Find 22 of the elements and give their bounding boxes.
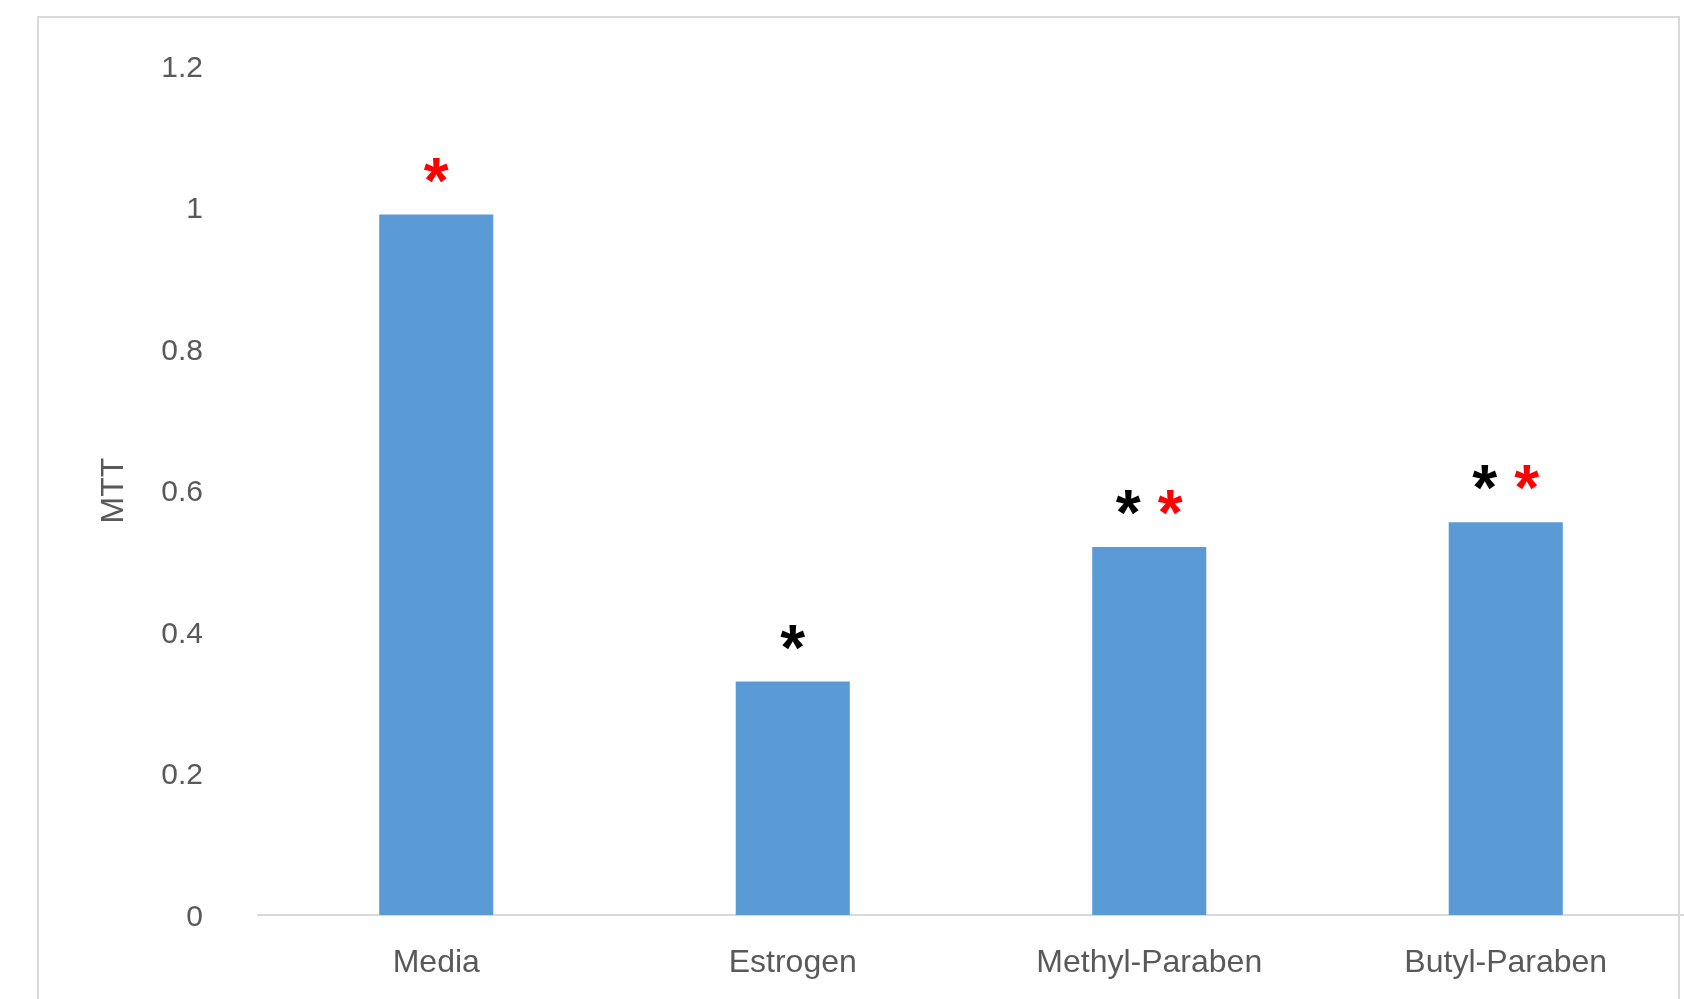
y-tick-label: 1 bbox=[186, 191, 203, 224]
x-tick-label: Media bbox=[392, 943, 481, 979]
x-tick-label: Estrogen bbox=[728, 943, 857, 979]
bar bbox=[735, 681, 850, 915]
annotation: * bbox=[780, 611, 806, 684]
x-tick-label: Butyl-Paraben bbox=[1404, 943, 1608, 979]
annotation: * bbox=[1514, 452, 1540, 525]
annotation: * bbox=[1115, 477, 1141, 550]
x-tick-label: Methyl-Paraben bbox=[1036, 943, 1263, 979]
annotation: * bbox=[1157, 477, 1183, 550]
y-tick-label: 1.2 bbox=[161, 49, 203, 83]
bar bbox=[1092, 547, 1207, 915]
annotation: * bbox=[423, 144, 449, 217]
y-tick-label: 0.4 bbox=[161, 615, 203, 649]
annotation: * bbox=[1472, 452, 1498, 525]
y-tick-label: 0.8 bbox=[161, 332, 203, 366]
y-tick-label: 0.6 bbox=[161, 474, 203, 507]
y-axis-title: MTT bbox=[94, 457, 130, 524]
y-tick-label: 0 bbox=[186, 898, 203, 932]
y-tick-label: 0.2 bbox=[161, 757, 203, 790]
bar bbox=[1448, 522, 1563, 915]
bar bbox=[379, 214, 494, 915]
